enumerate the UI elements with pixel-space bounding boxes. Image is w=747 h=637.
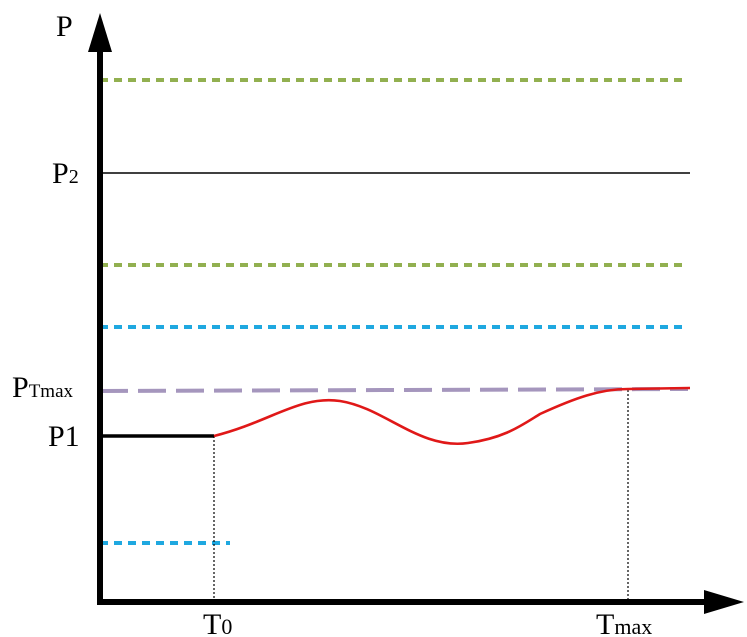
t0-label: T0 xyxy=(203,608,232,637)
ptmax-dashed-line xyxy=(99,387,689,393)
power-curve xyxy=(213,386,691,446)
y-axis-label: P xyxy=(56,10,73,43)
p1-label: P1 xyxy=(48,420,80,453)
ptmax-label: PTmax xyxy=(12,371,74,404)
x-axis-arrow xyxy=(704,590,744,614)
p2-label: P2 xyxy=(52,157,79,190)
tmax-label: Tmax xyxy=(596,608,652,637)
y-axis-arrow xyxy=(88,13,112,52)
